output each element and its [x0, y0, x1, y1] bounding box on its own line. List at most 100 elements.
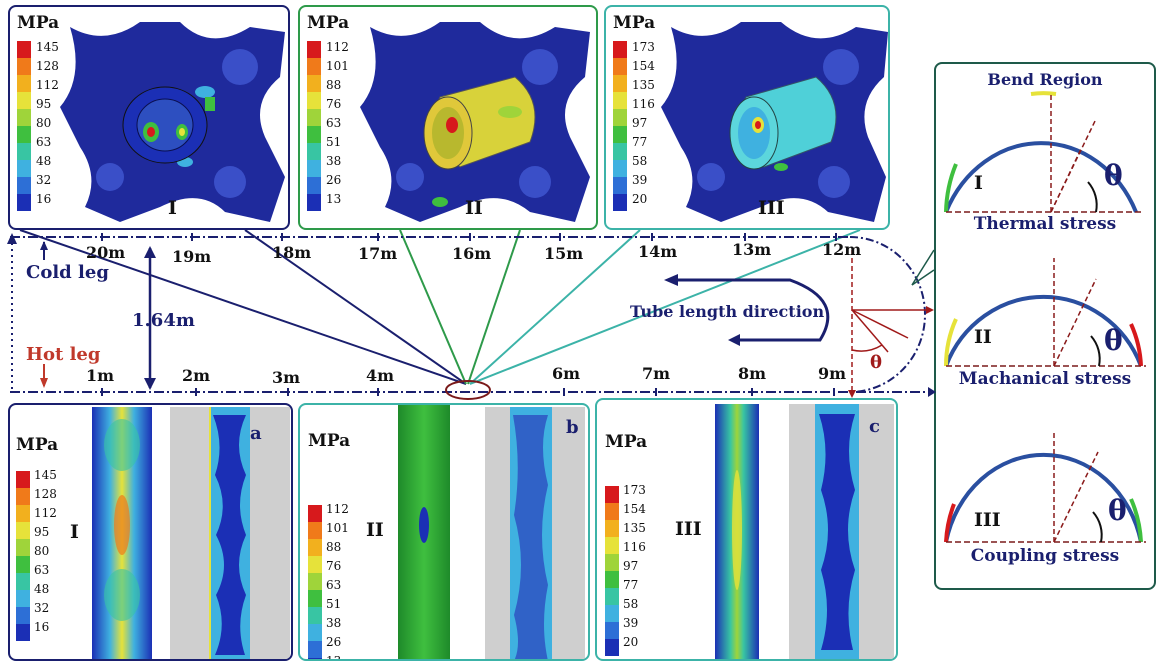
colorbar-tick-label: 145	[34, 468, 57, 482]
colorbar-segment	[16, 624, 30, 641]
colorbar-tick-label: 77	[632, 135, 648, 149]
case-label: III	[675, 518, 702, 540]
colorbar-segment	[613, 75, 627, 92]
colorbar	[605, 486, 619, 656]
colorbar-segment	[613, 194, 627, 211]
unit-label: MPa	[613, 13, 656, 33]
length-mark: 8m	[738, 364, 767, 383]
colorbar-tick-label: 101	[326, 59, 349, 73]
colorbar-tick-label: 48	[36, 154, 52, 168]
length-mark: 2m	[182, 366, 211, 385]
colorbar-tick-label: 112	[326, 40, 349, 54]
colorbar-tick-label: 32	[36, 173, 52, 187]
unit-label: MPa	[16, 435, 59, 455]
spacing-label: 1.64m	[132, 310, 195, 331]
colorbar-segment	[17, 109, 31, 126]
colorbar-segment	[16, 607, 30, 624]
colorbar-tick-label: 95	[34, 525, 50, 539]
length-mark: 19m	[172, 247, 212, 266]
colorbar-segment	[307, 58, 321, 75]
case-label: I	[168, 197, 177, 219]
colorbar-tick-label: 20	[623, 635, 639, 649]
section-caption: Machanical stress	[958, 369, 1132, 389]
length-mark: 16m	[452, 244, 492, 263]
colorbar-segment	[307, 41, 321, 58]
colorbar-segment	[613, 126, 627, 143]
colorbar-tick-label: 112	[34, 506, 57, 520]
colorbar-segment	[307, 143, 321, 160]
colorbar-tick-label: 173	[623, 483, 646, 497]
top-panel-II: MPa 112 101 88 76 63 51 38 26 13 II	[298, 5, 598, 230]
stress-contour-lattice	[661, 22, 888, 222]
colorbar-segment	[17, 92, 31, 109]
colorbar-segment	[308, 522, 322, 539]
colorbar-segment	[307, 109, 321, 126]
colorbar-tick-label: 16	[36, 192, 52, 206]
bottom-panel-b: MPa 112 101 88 76 63 51 38 26 13 II b	[298, 403, 590, 661]
section-label: I	[974, 172, 983, 194]
colorbar-tick-label: 97	[632, 116, 648, 130]
colorbar-segment	[16, 556, 30, 573]
section-label: III	[974, 509, 1001, 531]
colorbar-tick-label: 58	[632, 154, 648, 168]
top-panel-I: MPa 145 128 112 95 80 63 48 32 16 I	[8, 5, 290, 230]
colorbar-segment	[16, 471, 30, 488]
colorbar-tick-label: 128	[34, 487, 57, 501]
colorbar-tick-label: 26	[326, 635, 342, 649]
colorbar-segment	[16, 573, 30, 590]
colorbar-tick-label: 112	[326, 502, 349, 516]
colorbar-tick-label: 58	[623, 597, 639, 611]
colorbar-segment	[613, 92, 627, 109]
colorbar-segment	[605, 571, 619, 588]
colorbar-tick-label: 135	[623, 521, 646, 535]
section-caption: Thermal stress	[973, 214, 1117, 234]
colorbar-segment	[605, 588, 619, 605]
unit-label: MPa	[308, 431, 351, 451]
colorbar-segment	[16, 505, 30, 522]
bottom-panel-a: MPa 145 128 112 95 80 63 48 32 16 I a	[8, 403, 293, 661]
stress-contour-tube	[92, 407, 290, 659]
colorbar-segment	[308, 658, 322, 659]
colorbar-tick-label: 13	[326, 654, 342, 661]
bend-region-panel: Bend Region I θ Thermal stress II θ Mach…	[934, 62, 1156, 590]
colorbar-segment	[308, 607, 322, 624]
colorbar-segment	[16, 590, 30, 607]
length-mark: 6m	[552, 364, 581, 383]
colorbar-tick-label: 32	[34, 601, 50, 615]
colorbar-segment	[613, 143, 627, 160]
direction-label: Tube length direction	[630, 302, 825, 321]
colorbar-segment	[307, 126, 321, 143]
colorbar-tick-label: 128	[36, 59, 59, 73]
colorbar	[16, 471, 30, 641]
colorbar-tick-label: 63	[326, 578, 342, 592]
case-label: II	[465, 197, 483, 219]
stress-contour-lattice	[360, 22, 590, 222]
colorbar-segment	[308, 573, 322, 590]
colorbar-segment	[17, 58, 31, 75]
length-mark: 9m	[818, 364, 847, 383]
colorbar-tick-label: 63	[36, 135, 52, 149]
colorbar	[613, 41, 627, 211]
length-mark: 18m	[272, 243, 312, 262]
colorbar-tick-label: 13	[326, 192, 342, 206]
colorbar-segment	[308, 624, 322, 641]
section-label: II	[974, 326, 992, 348]
bend-theta: θ	[870, 352, 883, 373]
colorbar-segment	[605, 605, 619, 622]
colorbar-tick-label: 38	[326, 154, 342, 168]
colorbar-tick-label: 135	[632, 78, 655, 92]
bottom-panel-c: MPa 173 154 135 116 97 77 58 39 20 III c	[595, 398, 898, 661]
unit-label: MPa	[17, 13, 60, 33]
stress-contour-tube	[715, 404, 894, 659]
length-mark: 13m	[732, 240, 772, 259]
colorbar-tick-label: 80	[34, 544, 50, 558]
colorbar-segment	[613, 177, 627, 194]
bend-region-title: Bend Region	[987, 70, 1103, 89]
colorbar-segment	[605, 520, 619, 537]
colorbar-tick-label: 76	[326, 97, 342, 111]
length-mark: 14m	[638, 242, 678, 261]
panel-letter: b	[566, 417, 579, 438]
colorbar-tick-label: 101	[326, 521, 349, 535]
stress-contour-lattice	[60, 22, 285, 222]
colorbar-segment	[17, 126, 31, 143]
